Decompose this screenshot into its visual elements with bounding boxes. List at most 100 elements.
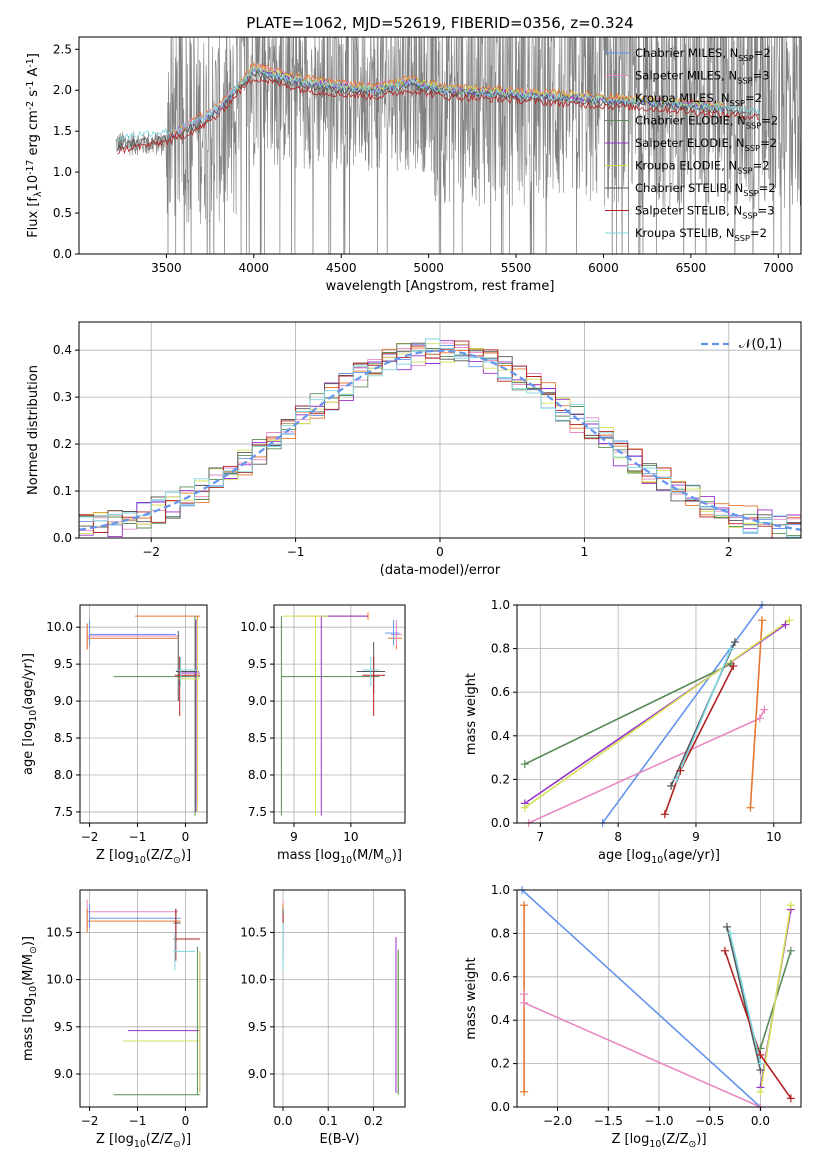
y-axis-label: Flux [fλ10-17 erg cm-2 s-1 A-1]	[25, 53, 44, 238]
label-part: age [log	[598, 848, 651, 863]
y-tick-label: 9.0	[54, 1067, 73, 1081]
y-axis-label: Normed distribution	[26, 365, 41, 495]
weight-line	[675, 648, 732, 780]
y-tick-label: 0.6	[491, 970, 510, 984]
y-tick-label: 0.0	[53, 531, 72, 545]
x-tick-label: 4500	[326, 261, 357, 275]
label-part: Z [log	[96, 848, 134, 863]
y-tick-label: 8.5	[248, 731, 267, 745]
x-tick-label: −2	[81, 830, 99, 844]
x-tick-label: 10	[343, 830, 358, 844]
plot-area	[79, 338, 801, 538]
x-tick-label: 5500	[501, 261, 532, 275]
label-part: mass [log	[21, 998, 36, 1061]
legend-label: Salpeter STELIB, NSSP=3	[635, 204, 775, 221]
x-tick-label: 3500	[151, 261, 182, 275]
y-tick-label: 1.5	[53, 124, 72, 138]
label-part: )]	[696, 1132, 706, 1147]
y-tick-label: 0.4	[491, 729, 510, 743]
histogram-step-line	[79, 340, 801, 538]
y-axis-label: mass [log10(M/M⊙)]	[21, 936, 39, 1061]
label-part: 10	[651, 855, 663, 866]
panel-age-vs-Z: −2 −1 07.58.08.59.09.510.0Z [log10(Z/Z⊙)]a…	[21, 604, 208, 866]
x-tick-label: −1.0	[644, 1114, 673, 1128]
label-part: erg cm	[26, 110, 41, 159]
panel-weight-vs-Z: −2.0 −1.5 −1.0 −0.5 0.0 0.0 0.2 0.4 0.6 0.8 1.0 Z […	[464, 883, 802, 1150]
x-tick-label: −2.0	[543, 1114, 572, 1128]
y-tick-label: 0.3	[53, 390, 72, 404]
label-part: Salpeter ELODIE, N	[635, 136, 745, 150]
x-tick-label: 6000	[588, 261, 619, 275]
x-tick-label: 0	[182, 1114, 190, 1128]
y-tick-label: 0.2	[491, 772, 510, 786]
y-tick-label: 0.2	[491, 1057, 510, 1071]
weight-line	[523, 994, 761, 1107]
x-axis-label: age [log10(age/yr)]	[598, 848, 720, 866]
y-tick-label: 2.5	[53, 42, 72, 56]
label-part: 10	[28, 710, 39, 722]
label-part: age [log	[21, 722, 36, 775]
panel-spectrum: 3500 4000 4500 5000 5500 6000 6500 7000 0.0 0.5 1.…	[25, 36, 802, 294]
weight-line	[664, 665, 735, 815]
y-tick-label: 2.0	[53, 83, 72, 97]
x-tick-label: 7000	[763, 261, 794, 275]
y-tick-label: 0.0	[491, 816, 510, 830]
x-tick-label: 9	[692, 830, 700, 844]
x-tick-label: 5000	[413, 261, 444, 275]
label-part: =2	[750, 226, 767, 240]
label-part: Z [log	[96, 1132, 134, 1147]
x-tick-label: 6500	[676, 261, 707, 275]
x-tick-label: −1	[287, 545, 305, 559]
label-part: =3	[753, 69, 770, 83]
x-tick-label: −2	[142, 545, 160, 559]
x-tick-label: 0.1	[319, 1114, 338, 1128]
legend-label: Kroupa STELIB, NSSP=2	[635, 226, 767, 243]
label-part: (Z/Z	[146, 1132, 173, 1147]
legend-label: Salpeter MILES, NSSP=3	[635, 69, 770, 86]
label-part: 10	[649, 1139, 661, 1150]
label-part: Normed distribution	[26, 365, 41, 495]
axes-frame	[79, 889, 208, 1108]
label-part: )]	[392, 848, 402, 863]
x-axis-label: Z [log10(Z/Z⊙)]	[96, 848, 191, 866]
label-part: =2	[760, 136, 777, 150]
gaussian-curve	[79, 349, 801, 531]
axes-frame	[78, 36, 802, 255]
label-part: SSP	[735, 233, 750, 243]
axes-frame	[273, 604, 406, 824]
y-tick-label: 9.0	[248, 694, 267, 708]
x-axis-label: wavelength [Angstrom, rest frame]	[326, 279, 555, 294]
label-part: =2	[759, 181, 776, 195]
plot-area	[115, 37, 801, 254]
label-part: SSP	[745, 143, 760, 153]
label-part: Kroupa STELIB, N	[635, 226, 735, 240]
x-tick-label: −0.5	[695, 1114, 724, 1128]
label-part: -2	[25, 101, 36, 110]
y-tick-label: 9.0	[248, 1067, 267, 1081]
panel-mass-vs-EBV: 0.0 0.1 0.2 9.0 9.5 10.0 10.5 E(B-V)	[240, 889, 406, 1147]
label-part: SSP	[730, 98, 745, 108]
x-tick-label: 0.2	[364, 1114, 383, 1128]
x-axis-label: Z [log10(Z/Z⊙)]	[611, 1132, 706, 1150]
model-spectrum-line	[117, 78, 760, 155]
label-part: 10	[134, 855, 146, 866]
y-axis-label: age [log10(age/yr)]	[21, 653, 39, 775]
weight-line	[601, 605, 763, 823]
y-tick-label: 9.5	[54, 1020, 73, 1034]
legend-label: Salpeter ELODIE, NSSP=2	[635, 136, 777, 153]
label-part: =2	[754, 46, 771, 60]
weight-line	[749, 620, 763, 808]
y-tick-label: 10.5	[240, 925, 267, 939]
y-tick-label: 7.5	[54, 805, 73, 819]
plot-area	[282, 899, 399, 1095]
legend-label: Chabrier STELIB, NSSP=2	[635, 181, 776, 198]
label-part: =2	[753, 159, 770, 173]
x-tick-label: 10	[766, 830, 781, 844]
label-part: ⊙	[173, 855, 181, 866]
x-tick-label: 8	[614, 830, 622, 844]
model-spectrum-line	[117, 66, 760, 142]
panel-mass-vs-Z: −2 −1 09.09.510.010.5Z [log10(Z/Z⊙)]mass […	[21, 889, 208, 1150]
x-tick-label: 0.0	[751, 1114, 770, 1128]
x-axis-label: (data-model)/error	[380, 563, 501, 578]
x-tick-label: 0	[436, 545, 444, 559]
